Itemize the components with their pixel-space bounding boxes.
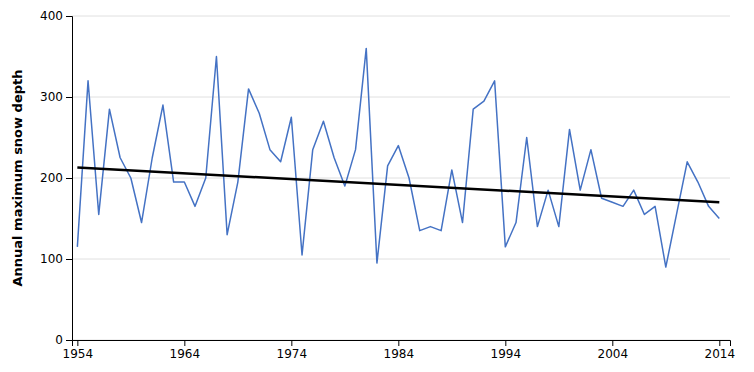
- tick-mark: [66, 97, 72, 98]
- grid-line: [72, 97, 730, 98]
- series-line: [77, 48, 719, 267]
- y-axis-label: Annual maximum snow depth: [10, 70, 25, 287]
- tick: 300: [40, 90, 72, 104]
- tick-mark: [66, 340, 72, 341]
- y-axis: 0 100 200 300 400: [40, 9, 72, 347]
- grid-line: [72, 259, 730, 260]
- tick-label: 200: [40, 171, 63, 185]
- chart: 1954 1964 1974 1984 1994 2004 2014 0 100 200 300 40…: [0, 0, 754, 372]
- x-axis: 1954 1964 1974 1984 1994 2004 2014: [63, 340, 735, 361]
- tick: 400: [40, 9, 72, 23]
- tick-mark: [398, 340, 399, 346]
- tick-mark: [66, 259, 72, 260]
- tick-label: 300: [40, 90, 63, 104]
- axis-line: [73, 341, 731, 347]
- tick-mark: [291, 340, 292, 346]
- tick-mark: [719, 340, 720, 346]
- tick-mark: [505, 340, 506, 346]
- tick-label: 1964: [170, 347, 201, 361]
- tick: 1994: [491, 340, 522, 361]
- tick-label: 2004: [598, 347, 629, 361]
- tick: 2014: [705, 340, 736, 361]
- tick-label: 0: [55, 333, 63, 347]
- tick: 1974: [277, 340, 308, 361]
- tick-label: 1994: [491, 347, 522, 361]
- tick: 100: [40, 252, 72, 266]
- tick-label: 1984: [384, 347, 415, 361]
- tick: 1954: [63, 340, 94, 361]
- tick-mark: [66, 16, 72, 17]
- grid-line: [72, 16, 730, 17]
- tick: 2004: [598, 340, 629, 361]
- tick-label: 1974: [277, 347, 308, 361]
- plot-area: [77, 48, 719, 267]
- tick-mark: [66, 178, 72, 179]
- axis-line: [66, 17, 73, 341]
- tick: 0: [55, 333, 72, 347]
- tick-label: 100: [40, 252, 63, 266]
- tick-label: 2014: [705, 347, 736, 361]
- tick: 1964: [170, 340, 201, 361]
- tick-mark: [184, 340, 185, 346]
- tick-mark: [612, 340, 613, 346]
- tick: 1984: [384, 340, 415, 361]
- tick-label: 1954: [63, 347, 94, 361]
- grid-line: [72, 178, 730, 179]
- tick: 200: [40, 171, 72, 185]
- series-line: [77, 167, 719, 202]
- grid: [72, 16, 730, 340]
- tick-label: 400: [40, 9, 63, 23]
- tick-mark: [77, 340, 78, 346]
